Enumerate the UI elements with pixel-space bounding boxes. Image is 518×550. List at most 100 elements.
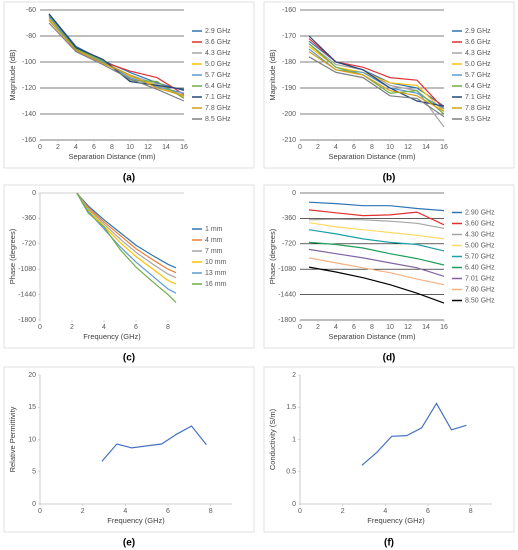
- y-tick-label: -200: [282, 111, 296, 118]
- x-tick-label: 16: [180, 144, 188, 151]
- panel-frame: [263, 1, 515, 169]
- panel-label: (a): [123, 173, 135, 184]
- x-tick-label: 12: [404, 324, 412, 331]
- series-line: [308, 56, 445, 118]
- legend-label: 4.3 GHz: [205, 50, 231, 57]
- y-tick-label: -80: [26, 33, 36, 40]
- y-tick-label: -120: [22, 85, 36, 92]
- x-tick-label: 8: [469, 508, 473, 515]
- x-tick-label: 8: [370, 324, 374, 331]
- x-axis-label: Separation Distance (mm): [328, 152, 416, 161]
- series-line: [48, 13, 185, 92]
- series-line: [76, 192, 177, 303]
- y-tick-label: -720: [22, 241, 36, 248]
- legend-label: 3.60 GHz: [465, 220, 495, 227]
- x-axis-label: Separation Distance (mm): [68, 152, 156, 161]
- x-tick-label: 6: [134, 324, 138, 331]
- panel-label: (b): [383, 173, 396, 184]
- panel-label: (d): [383, 353, 396, 364]
- series-line: [76, 192, 177, 279]
- y-tick-label: 0: [292, 501, 296, 508]
- x-tick-label: 4: [383, 508, 387, 515]
- y-tick-label: 1: [292, 436, 296, 443]
- series-line: [308, 257, 445, 286]
- y-tick-label: -140: [22, 111, 36, 118]
- legend-label: 6.4 GHz: [205, 83, 231, 90]
- y-tick-label: -1800: [18, 317, 36, 324]
- legend-label: 16 mm: [205, 281, 227, 288]
- legend-label: 8.50 GHz: [465, 297, 495, 304]
- legend-label: 5.7 GHz: [465, 72, 491, 79]
- panel-frame: [263, 366, 515, 533]
- series-line: [308, 248, 445, 277]
- legend-label: 7.1 GHz: [205, 94, 231, 101]
- series-line: [76, 192, 177, 269]
- legend-label: 3.6 GHz: [205, 39, 231, 46]
- x-tick-label: 2: [56, 144, 60, 151]
- legend-label: 5.70 GHz: [465, 253, 495, 260]
- x-tick-label: 4: [74, 144, 78, 151]
- y-tick-label: 20: [28, 372, 36, 379]
- x-tick-label: 2: [316, 144, 320, 151]
- legend-label: 7.8 GHz: [205, 105, 231, 112]
- series-line: [308, 241, 445, 266]
- y-tick-label: -360: [22, 215, 36, 222]
- x-tick-label: 0: [298, 324, 302, 331]
- x-axis-label: Frequency (GHz): [83, 332, 141, 341]
- x-tick-label: 4: [123, 508, 127, 515]
- series-line: [48, 19, 185, 97]
- series-line: [76, 192, 177, 285]
- legend-label: 7.01 GHz: [465, 275, 495, 282]
- legend-label: 3.6 GHz: [465, 39, 491, 46]
- y-tick-label: -1080: [278, 266, 296, 273]
- y-tick-label: -170: [282, 33, 296, 40]
- panel-frame: [263, 184, 515, 349]
- x-tick-label: 8: [166, 324, 170, 331]
- y-axis-label: Relative Permittivity: [8, 406, 17, 472]
- legend-label: 2.9 GHz: [465, 28, 491, 35]
- x-tick-label: 6: [352, 324, 356, 331]
- y-axis-label: Magnitude (dB): [8, 49, 17, 101]
- series-line: [308, 218, 445, 229]
- x-tick-label: 8: [370, 144, 374, 151]
- panel-label: (e): [123, 538, 135, 549]
- legend-label: 4.30 GHz: [465, 231, 495, 238]
- y-tick-label: 10: [28, 436, 36, 443]
- series-line: [76, 192, 177, 294]
- x-axis-label: Separation Distance (mm): [328, 332, 416, 341]
- legend-label: 6.40 GHz: [465, 264, 495, 271]
- legend-label: 7.80 GHz: [465, 286, 495, 293]
- series-line: [48, 14, 185, 96]
- x-tick-label: 0: [38, 324, 42, 331]
- series-line: [308, 266, 445, 304]
- y-tick-label: 0: [32, 190, 36, 197]
- y-tick-label: -190: [282, 85, 296, 92]
- panel-label: (f): [384, 538, 394, 549]
- x-tick-label: 0: [38, 508, 42, 515]
- y-tick-label: -720: [282, 241, 296, 248]
- x-axis-label: Frequency (GHz): [107, 516, 165, 525]
- data-line: [101, 425, 207, 462]
- x-tick-label: 8: [209, 508, 213, 515]
- x-tick-label: 14: [162, 144, 170, 151]
- legend-label: 7.8 GHz: [465, 105, 491, 112]
- legend-label: 2.90 GHz: [465, 209, 495, 216]
- y-tick-label: -1080: [18, 266, 36, 273]
- x-axis-label: Frequency (GHz): [367, 516, 425, 525]
- x-tick-label: 6: [92, 144, 96, 151]
- x-tick-label: 6: [426, 508, 430, 515]
- x-tick-label: 4: [334, 324, 338, 331]
- x-tick-label: 10: [386, 144, 394, 151]
- x-tick-label: 2: [81, 508, 85, 515]
- series-line: [308, 38, 445, 110]
- x-tick-label: 2: [341, 508, 345, 515]
- series-line: [48, 13, 185, 90]
- x-tick-label: 16: [440, 144, 448, 151]
- x-tick-label: 2: [316, 324, 320, 331]
- y-tick-label: -1800: [278, 317, 296, 324]
- legend-label: 2.9 GHz: [205, 28, 231, 35]
- series-line: [308, 51, 445, 112]
- y-tick-label: 0.5: [286, 469, 296, 476]
- y-tick-label: 15: [28, 404, 36, 411]
- y-tick-label: 0: [292, 190, 296, 197]
